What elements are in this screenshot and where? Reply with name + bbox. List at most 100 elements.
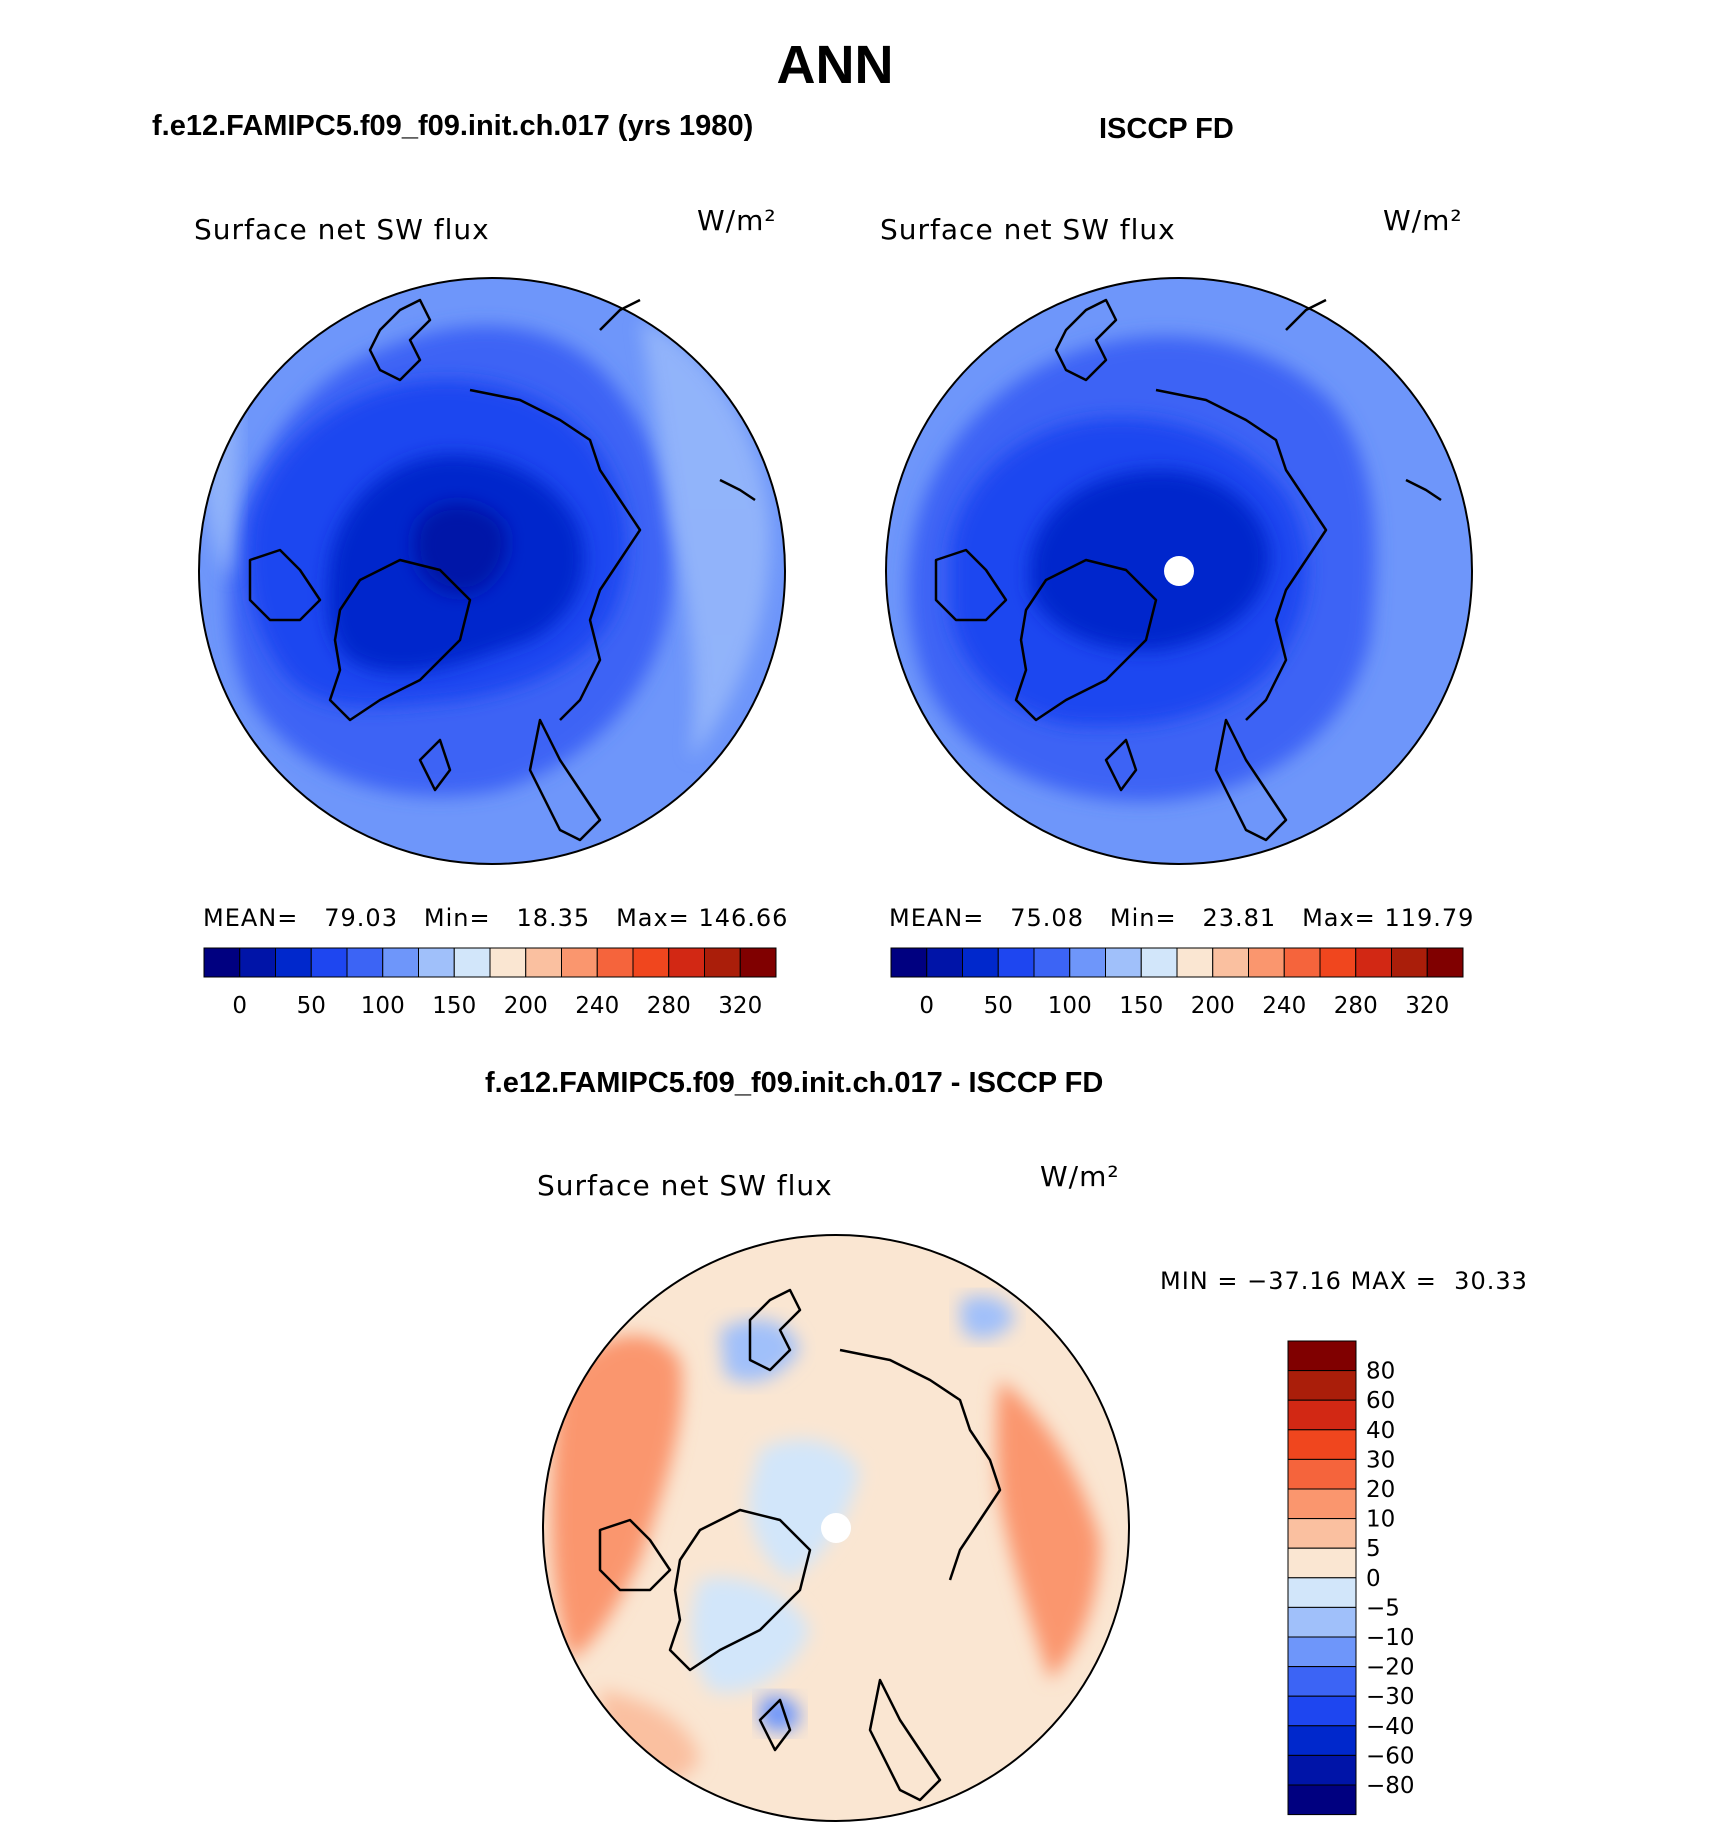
coastlines <box>934 298 1442 842</box>
colorbar-tick-label: 240 <box>1262 993 1306 1019</box>
map-boundary <box>198 277 786 865</box>
colorbar-swatch <box>1355 947 1392 978</box>
colorbar-swatch <box>1287 1784 1357 1816</box>
panel-title-obs: ISCCP FD <box>1099 113 1234 145</box>
colorbar-swatch <box>1140 947 1178 978</box>
colorbar-tick-label: 200 <box>1191 993 1235 1019</box>
min-value: 18.35 <box>516 904 591 932</box>
units-label: W/m² <box>697 204 777 237</box>
colorbar-tick-label: 150 <box>432 993 476 1019</box>
colorbar-swatch <box>1176 947 1214 978</box>
colorbar-tick-label: −5 <box>1366 1595 1400 1621</box>
colorbar-swatch <box>1287 1695 1357 1727</box>
colorbar-tick-label: 30 <box>1366 1447 1395 1473</box>
colorbar-swatch <box>926 947 963 978</box>
max-value: 30.33 <box>1454 1267 1528 1295</box>
colorbar-tick-label: 100 <box>361 993 405 1019</box>
colorbar-tick-label: 10 <box>1366 1507 1395 1533</box>
min-label: Min= <box>423 904 491 932</box>
colorbar-tick-label: 50 <box>297 993 326 1019</box>
colorbar-obs: 0 50 100 150 200 240 280 320 <box>890 947 1464 1019</box>
max-value: 119.79 <box>1384 904 1475 932</box>
colorbar-swatch <box>1287 1429 1357 1460</box>
colorbar-tick-label: 20 <box>1366 1477 1395 1503</box>
polar-map-difference <box>542 1234 1130 1822</box>
contour-fill <box>199 278 785 864</box>
colorbar-tick-label: −30 <box>1366 1684 1415 1710</box>
colorbar-swatch <box>1287 1370 1357 1401</box>
variable-label: Surface net SW flux <box>194 213 490 246</box>
colorbar-tick-label: 100 <box>1048 993 1092 1019</box>
colorbar-tick-label: 320 <box>718 993 762 1019</box>
colorbar-tick-label: 200 <box>504 993 548 1019</box>
variable-label: Surface net SW flux <box>537 1169 833 1202</box>
colorbar-swatch <box>1287 1458 1357 1490</box>
coastlines <box>598 1288 1002 1802</box>
colorbar-swatch <box>1287 1754 1357 1786</box>
colorbar-swatch <box>1287 1488 1357 1520</box>
colorbar-tick-label: −80 <box>1366 1773 1415 1799</box>
colorbar-swatch <box>203 947 241 978</box>
coastlines <box>248 298 756 842</box>
max-label: Max= <box>616 904 690 932</box>
max-label: MAX = <box>1350 1267 1437 1295</box>
variable-label: Surface net SW flux <box>880 213 1176 246</box>
min-value: 23.81 <box>1202 904 1277 932</box>
colorbar-swatch <box>704 947 741 978</box>
colorbar-swatch <box>1287 1577 1357 1608</box>
colorbar-tick-label: −40 <box>1366 1714 1415 1740</box>
colorbar-swatch <box>668 947 705 978</box>
colorbar-swatch <box>1287 1547 1357 1579</box>
colorbar-tick-label: −10 <box>1366 1625 1415 1651</box>
colorbar-tick-label: 150 <box>1119 993 1163 1019</box>
colorbar-swatch <box>596 947 634 978</box>
stats-line: MEAN= 79.03 Min= 18.35 Max= 146.66 <box>203 904 788 932</box>
colorbar-swatch <box>1287 1725 1357 1756</box>
colorbar-swatch <box>1426 947 1464 978</box>
map-boundary <box>542 1234 1130 1822</box>
colorbar-swatch <box>1391 947 1428 978</box>
colorbar-tick-label: 50 <box>984 993 1013 1019</box>
colorbar-swatch <box>382 947 419 978</box>
max-label: Max= <box>1302 904 1376 932</box>
colorbar-swatch <box>418 947 455 978</box>
polar-map-model <box>198 277 786 865</box>
max-value: 146.66 <box>698 904 789 932</box>
colorbar-tick-label: 240 <box>575 993 619 1019</box>
colorbar-swatch <box>310 947 348 978</box>
colorbar-model: 0 50 100 150 200 240 280 320 <box>203 947 777 1019</box>
polar-missing-data <box>1164 556 1194 586</box>
colorbar-tick-label: 40 <box>1366 1418 1395 1444</box>
mean-value: 79.03 <box>324 904 398 932</box>
colorbar-swatch <box>1105 947 1142 978</box>
colorbar-swatch <box>1287 1340 1357 1372</box>
colorbar-difference: 80 60 40 30 20 10 5 0 −5 −10 −20 −30 −40 −60 −80 <box>1287 1340 1415 1816</box>
colorbar-swatch <box>1319 947 1357 978</box>
colorbar-swatch <box>632 947 670 978</box>
units-label: W/m² <box>1040 1160 1120 1193</box>
mean-label: MEAN= <box>203 904 299 932</box>
colorbar-swatch <box>561 947 598 978</box>
colorbar-swatch <box>489 947 527 978</box>
colorbar-swatch <box>1287 1636 1357 1668</box>
colorbar-swatch <box>1248 947 1285 978</box>
min-label: MIN = <box>1160 1267 1239 1295</box>
colorbar-tick-label: 5 <box>1366 1536 1381 1562</box>
polar-missing-data <box>821 1513 851 1543</box>
colorbar-tick-label: 0 <box>1366 1566 1381 1592</box>
colorbar-swatch <box>1287 1666 1357 1697</box>
colorbar-tick-label: −60 <box>1366 1743 1415 1769</box>
colorbar-swatch <box>1069 947 1106 978</box>
panel-title-model: f.e12.FAMIPC5.f09_f09.init.ch.017 (yrs 1… <box>152 110 754 142</box>
colorbar-swatch <box>890 947 928 978</box>
colorbar-tick-label: 280 <box>1334 993 1378 1019</box>
colorbar-swatch <box>1287 1606 1357 1638</box>
colorbar-swatch <box>525 947 562 978</box>
mean-value: 75.08 <box>1010 904 1084 932</box>
colorbar-tick-label: 320 <box>1405 993 1449 1019</box>
colorbar-swatch <box>275 947 312 978</box>
stats-line: MIN = −37.16 MAX = 30.33 <box>1160 1267 1528 1295</box>
colorbar-tick-label: 80 <box>1366 1359 1395 1385</box>
colorbar-tick-label: 0 <box>919 993 934 1019</box>
